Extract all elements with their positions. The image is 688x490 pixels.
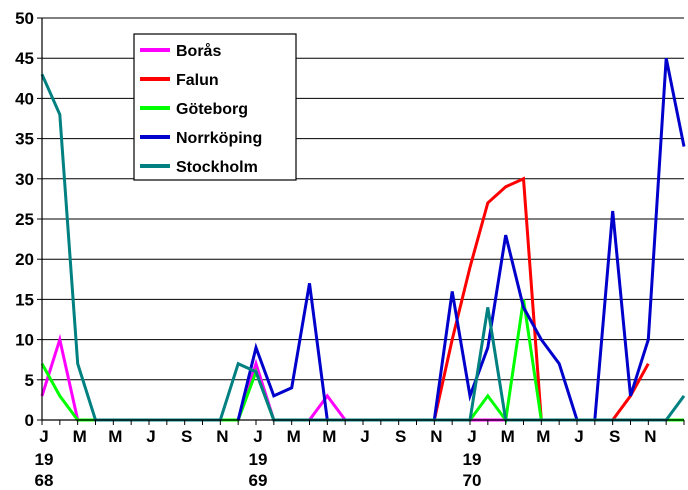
y-tick-labels: 0 5 10 15 20 25 30 35 40 45 50: [15, 9, 34, 430]
legend-label: Göteborg: [176, 101, 248, 118]
x-tick-labels: J M M J S N J M M J S N J M M J S N 19 68 19 69 19 70: [35, 427, 657, 490]
x-tick-label: N: [430, 427, 442, 446]
x-tick-label: N: [644, 427, 656, 446]
y-tick-label: 15: [15, 290, 34, 309]
y-tick-label: 5: [25, 371, 34, 390]
y-tick-label: 25: [15, 210, 34, 229]
y-tick-label: 30: [15, 170, 34, 189]
year-label-line2: 68: [35, 471, 54, 490]
x-tick-label: S: [181, 427, 192, 446]
year-label-line2: 70: [463, 471, 482, 490]
x-tick-label: J: [146, 427, 155, 446]
x-tick-label: M: [501, 427, 515, 446]
x-tick-label: S: [609, 427, 620, 446]
series-line-norrköping-0: [236, 57, 686, 422]
y-tick-label: 45: [15, 49, 34, 68]
y-tick-label: 20: [15, 250, 34, 269]
year-label-line2: 69: [249, 471, 268, 490]
y-tick-label: 0: [25, 411, 34, 430]
legend-label: Norrköping: [176, 130, 262, 147]
x-tick-label: M: [287, 427, 301, 446]
y-tick-label: 50: [15, 9, 34, 28]
x-tick-label: J: [467, 427, 476, 446]
x-tick-label: J: [360, 427, 369, 446]
axes: [37, 17, 685, 425]
x-tick-label: J: [253, 427, 262, 446]
x-tick-label: J: [39, 427, 48, 446]
year-label-line1: 19: [249, 450, 268, 469]
year-label-line1: 19: [35, 450, 54, 469]
series-line-falun-0: [432, 176, 543, 421]
y-tick-label: 35: [15, 130, 34, 149]
x-tick-label: N: [216, 427, 228, 446]
y-tick-label: 10: [15, 331, 34, 350]
legend-label: Falun: [176, 72, 219, 89]
series-line-göteborg-0: [40, 299, 684, 424]
x-tick-label: S: [395, 427, 406, 446]
legend: Borås Falun Göteborg Norrköping Stockholm: [133, 33, 297, 181]
x-tick-label: M: [536, 427, 550, 446]
x-tick-label: M: [108, 427, 122, 446]
x-tick-label: M: [73, 427, 87, 446]
y-tick-label: 40: [15, 89, 34, 108]
x-tick-label: M: [322, 427, 336, 446]
x-tick-label: J: [574, 427, 583, 446]
legend-label: Stockholm: [176, 159, 258, 176]
legend-label: Borås: [176, 42, 221, 60]
year-label-line1: 19: [463, 450, 482, 469]
